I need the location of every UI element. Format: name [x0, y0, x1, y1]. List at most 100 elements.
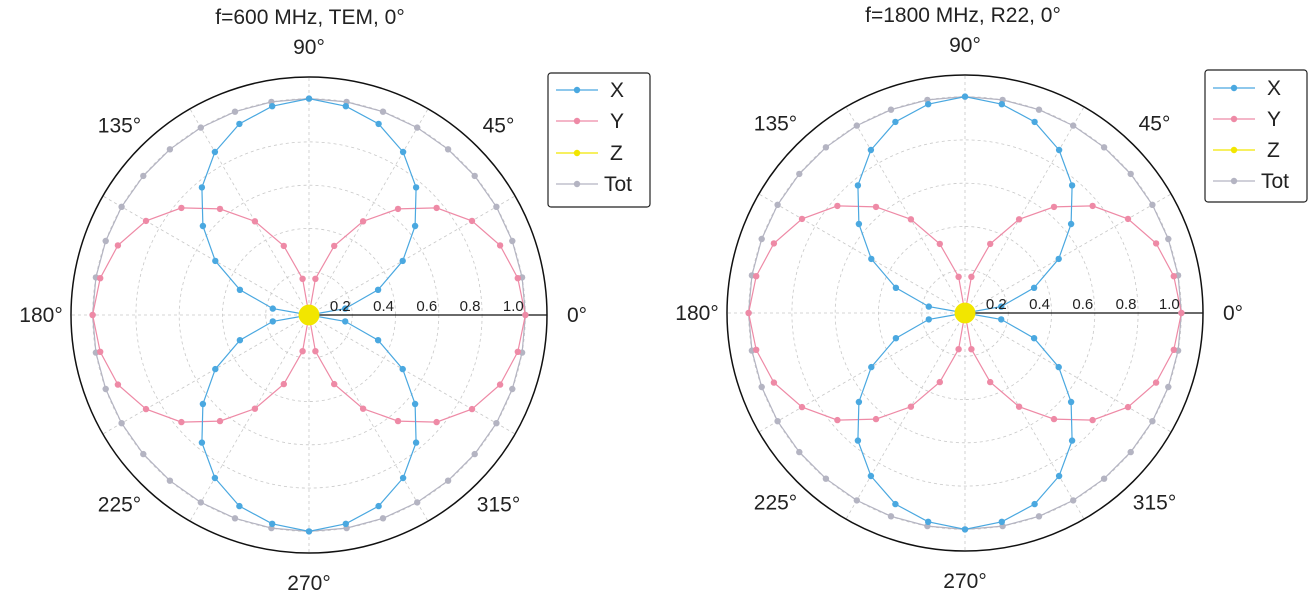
data-point-y	[936, 378, 943, 386]
data-point-tot	[140, 450, 147, 458]
data-point-tot	[493, 420, 500, 427]
data-point-tot	[758, 383, 765, 391]
data-point-tot	[758, 235, 765, 243]
data-point-x	[1067, 398, 1075, 406]
data-point-x	[961, 93, 969, 100]
data-point-tot	[197, 124, 204, 131]
data-point-tot	[796, 448, 803, 456]
grid-spoke	[758, 193, 966, 314]
data-point-y	[394, 417, 402, 425]
grid-spoke	[189, 108, 310, 316]
radial-tick-label: 0.6	[1072, 296, 1093, 313]
data-point-y	[97, 348, 104, 355]
data-point-x	[925, 518, 932, 525]
data-point-tot	[887, 513, 895, 520]
data-point-x	[375, 120, 382, 128]
polar-chart-1800mhz: f=1800 MHz, R22, 0° 0.2 0.4 0.6 0.8 1.0 0° 45°…	[675, 4, 1308, 593]
data-point-y	[280, 380, 287, 388]
data-point-tot	[414, 499, 421, 506]
grid-spoke	[758, 312, 966, 433]
grid-spoke	[308, 195, 516, 316]
data-point-x	[892, 284, 900, 291]
data-point-x	[375, 502, 382, 510]
data-point-y	[331, 242, 338, 250]
data-point-y	[1015, 403, 1023, 410]
data-point-x	[1055, 146, 1063, 154]
radial-tick-label: 0.2	[330, 298, 351, 315]
series-y	[745, 202, 1185, 424]
legend-entry-x: X	[556, 79, 624, 102]
data-point-tot	[493, 203, 500, 210]
data-point-y	[955, 346, 962, 353]
data-point-x	[892, 335, 900, 342]
data-point-x	[305, 95, 313, 102]
data-point-x	[998, 101, 1005, 108]
data-point-tot	[1035, 513, 1043, 520]
angle-label: 90°	[949, 34, 981, 57]
chart-title: f=1800 MHz, R22, 0°	[865, 4, 1061, 27]
legend-marker-z	[573, 149, 581, 157]
legend-entry-y: Y	[1213, 108, 1281, 131]
legend-marker-z	[1230, 146, 1238, 154]
angle-label: 45°	[483, 114, 515, 137]
data-point-x	[411, 400, 419, 408]
data-point-y	[1050, 203, 1058, 211]
data-point-y	[907, 403, 915, 410]
data-point-y	[1152, 240, 1160, 247]
data-point-x	[374, 337, 382, 344]
angle-label: 180°	[19, 304, 62, 327]
data-point-y	[1124, 403, 1132, 411]
data-point-x	[212, 257, 219, 265]
data-point-x	[1068, 437, 1076, 444]
data-point-y	[142, 217, 150, 225]
data-point-x	[198, 439, 206, 446]
data-point-y	[359, 405, 367, 412]
data-point-y	[97, 275, 104, 282]
data-point-x	[269, 305, 276, 312]
data-point-x	[867, 146, 875, 154]
data-point-y	[968, 346, 975, 353]
data-point-x	[854, 182, 862, 189]
angle-label: 315°	[1133, 492, 1176, 515]
data-point-y	[299, 348, 306, 355]
legend-entry-tot: Tot	[556, 173, 632, 196]
legend-entry-z: Z	[1213, 139, 1280, 162]
grid-spoke	[964, 312, 1172, 433]
data-point-y	[394, 205, 402, 213]
legend-entry-y: Y	[556, 110, 624, 133]
data-point-tot	[197, 499, 204, 506]
data-point-y	[834, 202, 841, 210]
data-point-x	[399, 148, 407, 156]
data-point-y	[522, 311, 529, 319]
data-point-tot	[140, 172, 147, 180]
grid-spoke	[308, 314, 429, 522]
data-point-tot	[822, 144, 830, 151]
grid-spoke	[308, 108, 429, 316]
data-point-tot	[1070, 497, 1077, 504]
legend-label-z: Z	[610, 142, 623, 165]
data-point-y	[1124, 215, 1132, 223]
data-point-tot	[118, 203, 125, 210]
radial-tick-label: 1.0	[503, 298, 524, 315]
polar-chart-600mhz: f=600 MHz, TEM, 0° 0.2 0.4 0.6 0.8 1.0 0° 45° 9…	[19, 6, 651, 595]
chart-title: f=600 MHz, TEM, 0°	[215, 6, 405, 29]
data-point-tot	[509, 237, 516, 245]
legend-label-z: Z	[1267, 139, 1280, 162]
data-point-y	[216, 417, 224, 425]
data-point-x	[269, 103, 276, 110]
legend-frame	[1204, 69, 1308, 203]
legend-label-y: Y	[610, 110, 624, 133]
data-point-y	[798, 403, 806, 411]
data-point-y	[359, 218, 367, 225]
data-point-x	[212, 365, 219, 373]
data-point-x	[1030, 284, 1038, 291]
data-point-x	[211, 148, 219, 156]
data-point-y	[798, 215, 806, 223]
series-layer	[89, 95, 529, 535]
data-point-y	[114, 381, 122, 388]
data-point-x	[998, 316, 1005, 323]
data-point-y	[433, 418, 440, 426]
data-point-tot	[509, 385, 516, 393]
radial-tick-label: 0.4	[373, 298, 394, 315]
data-point-y	[114, 242, 122, 249]
